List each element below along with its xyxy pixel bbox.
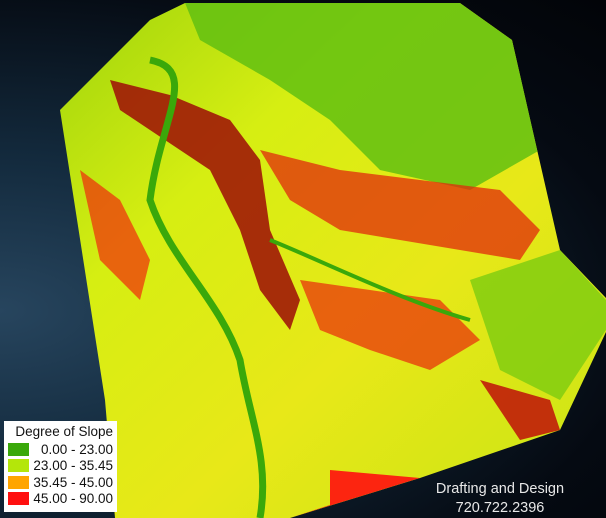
legend-item: 35.45 - 45.00 (8, 474, 113, 491)
legend-swatch (8, 442, 29, 456)
steep-zone (300, 280, 480, 370)
legend: Degree of Slope 0.00 - 23.00 23.00 - 35.… (4, 421, 117, 512)
steep-zone (80, 170, 150, 300)
legend-item: 0.00 - 23.00 (8, 441, 113, 458)
legend-swatch (8, 492, 29, 506)
credit-phone: 720.722.2396 (455, 500, 545, 516)
canyon-steep (110, 80, 300, 330)
legend-swatch (8, 475, 29, 489)
legend-title: Degree of Slope (15, 424, 113, 439)
credit-company: Drafting and Design (435, 481, 565, 497)
flat-zone (185, 3, 540, 190)
river (146, 56, 267, 518)
steep-zone (260, 150, 540, 260)
legend-item: 23.00 - 35.45 (8, 458, 113, 475)
legend-label: 0.00 - 23.00 (40, 441, 113, 457)
legend-item: 45.00 - 90.00 (8, 491, 113, 508)
river (269, 238, 471, 322)
steep-zone (290, 470, 420, 518)
legend-label: 35.45 - 45.00 (33, 474, 113, 490)
legend-label: 45.00 - 90.00 (33, 491, 113, 507)
legend-swatch (8, 459, 29, 473)
steep-zone (480, 380, 560, 440)
legend-label: 23.00 - 35.45 (33, 458, 113, 474)
flat-zone (470, 250, 606, 400)
